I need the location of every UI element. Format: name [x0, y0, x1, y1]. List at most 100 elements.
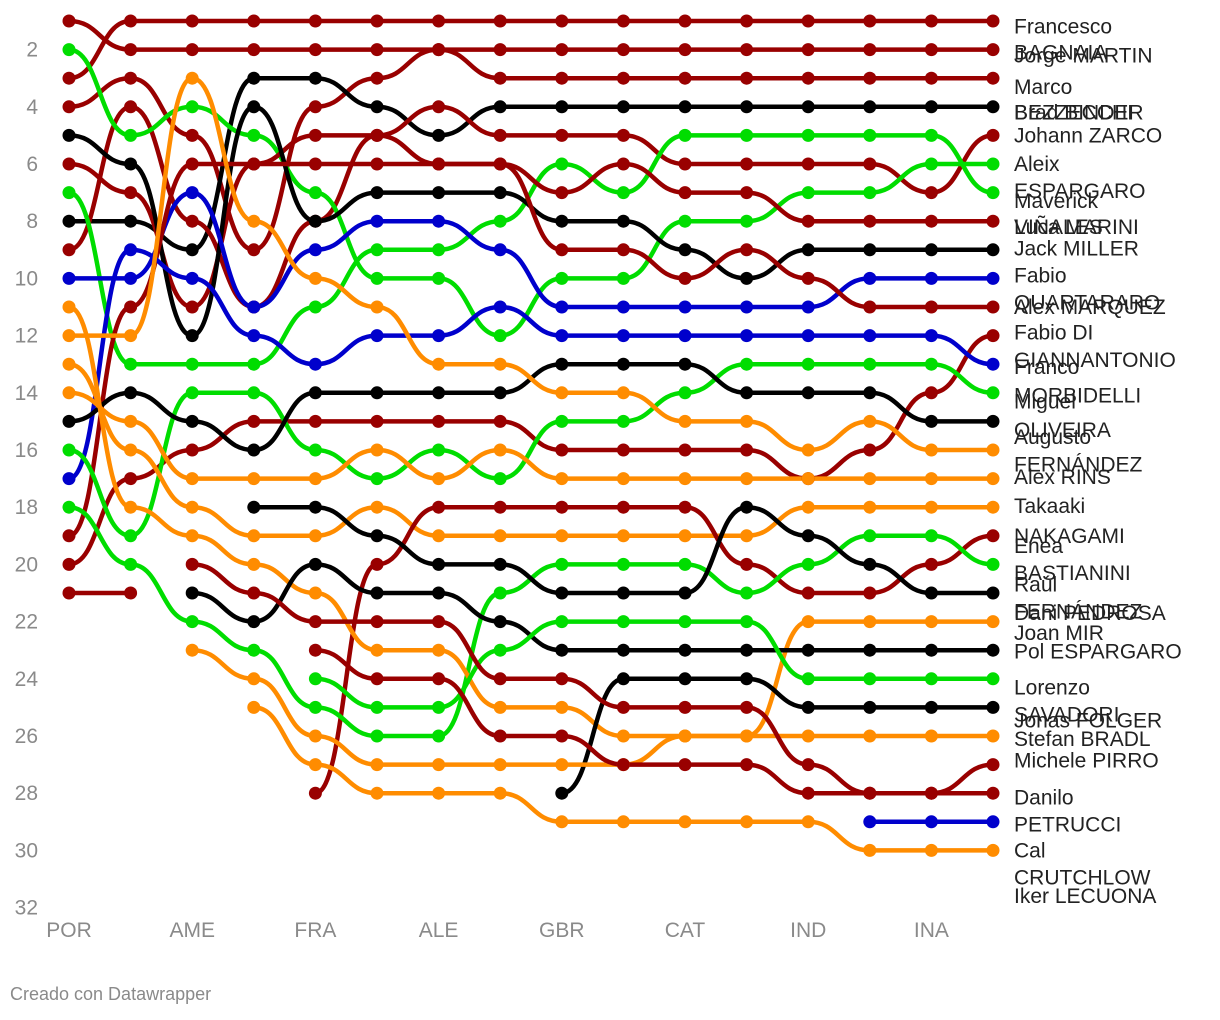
series-point	[432, 786, 446, 800]
series-point	[616, 815, 630, 829]
series-point	[555, 243, 569, 257]
series-point	[986, 672, 1000, 686]
series-point	[370, 186, 384, 200]
series-point	[247, 14, 261, 28]
series-point	[740, 672, 754, 686]
series-point	[62, 443, 76, 457]
series-lines	[66, 18, 996, 853]
series-point	[247, 329, 261, 343]
series-point	[62, 243, 76, 257]
x-tick-label: GBR	[539, 919, 585, 942]
series-point	[555, 758, 569, 772]
series-point	[924, 815, 938, 829]
series-label: GIANNANTONIO	[1014, 349, 1176, 372]
series-point	[801, 386, 815, 400]
series-point	[247, 586, 261, 600]
series-point	[308, 615, 322, 629]
series-point	[616, 729, 630, 743]
series-points	[62, 14, 1000, 857]
series-point	[185, 14, 199, 28]
series-point	[801, 672, 815, 686]
series-point	[924, 186, 938, 200]
series-point	[62, 529, 76, 543]
series-point	[863, 586, 877, 600]
x-tick-label: CAT	[665, 919, 706, 942]
series-line	[313, 504, 996, 796]
series-point	[740, 43, 754, 57]
series-point	[493, 157, 507, 171]
series-point	[678, 128, 692, 142]
series-point	[247, 443, 261, 457]
series-point	[308, 672, 322, 686]
series-line	[66, 161, 996, 539]
series-point	[801, 14, 815, 28]
series-point	[986, 186, 1000, 200]
series-point	[124, 71, 138, 85]
series-label: Fabio	[1014, 265, 1067, 288]
series-point	[247, 529, 261, 543]
series-point	[62, 128, 76, 142]
series-point	[124, 43, 138, 57]
series-point	[678, 586, 692, 600]
series-point	[678, 100, 692, 114]
series-point	[986, 472, 1000, 486]
series-point	[986, 443, 1000, 457]
series-point	[801, 729, 815, 743]
series-point	[308, 500, 322, 514]
series-point	[678, 815, 692, 829]
series-point	[740, 815, 754, 829]
series-label: BEZZECCHI	[1014, 102, 1133, 125]
series-point	[678, 157, 692, 171]
series-point	[370, 700, 384, 714]
series-line	[66, 304, 996, 739]
series-point	[924, 357, 938, 371]
series-point	[370, 500, 384, 514]
series-point	[678, 43, 692, 57]
series-line	[313, 619, 996, 710]
series-point	[493, 758, 507, 772]
series-point	[678, 243, 692, 257]
series-point	[124, 100, 138, 114]
series-point	[924, 500, 938, 514]
series-point	[986, 843, 1000, 857]
series-point	[185, 472, 199, 486]
series-point	[863, 157, 877, 171]
y-tick-label: 18	[15, 496, 38, 519]
series-label: CRUTCHLOW	[1014, 867, 1151, 890]
series-point	[62, 586, 76, 600]
series-label: Jorge MARTIN	[1014, 44, 1152, 67]
x-axis: POR AME FRA ALE GBR CAT IND INA	[46, 919, 949, 942]
series-point	[801, 443, 815, 457]
series-point	[555, 786, 569, 800]
y-tick-label: 12	[15, 325, 38, 348]
series-point	[308, 700, 322, 714]
series-point	[740, 357, 754, 371]
series-point	[616, 357, 630, 371]
series-point	[986, 700, 1000, 714]
series-point	[124, 500, 138, 514]
series-point	[616, 414, 630, 428]
series-point	[555, 214, 569, 228]
series-point	[185, 214, 199, 228]
series-point	[62, 214, 76, 228]
series-point	[740, 643, 754, 657]
series-point	[247, 615, 261, 629]
series-point	[863, 414, 877, 428]
series-point	[493, 672, 507, 686]
series-point	[924, 557, 938, 571]
series-point	[986, 100, 1000, 114]
series-point	[555, 43, 569, 57]
series-point	[308, 586, 322, 600]
series-point	[986, 214, 1000, 228]
series-point	[124, 557, 138, 571]
series-point	[924, 300, 938, 314]
series-point	[616, 615, 630, 629]
series-point	[924, 672, 938, 686]
series-point	[62, 157, 76, 171]
y-tick-label: 16	[15, 439, 38, 462]
series-label: Marco	[1014, 76, 1072, 99]
series-point	[247, 100, 261, 114]
series-point	[124, 243, 138, 257]
